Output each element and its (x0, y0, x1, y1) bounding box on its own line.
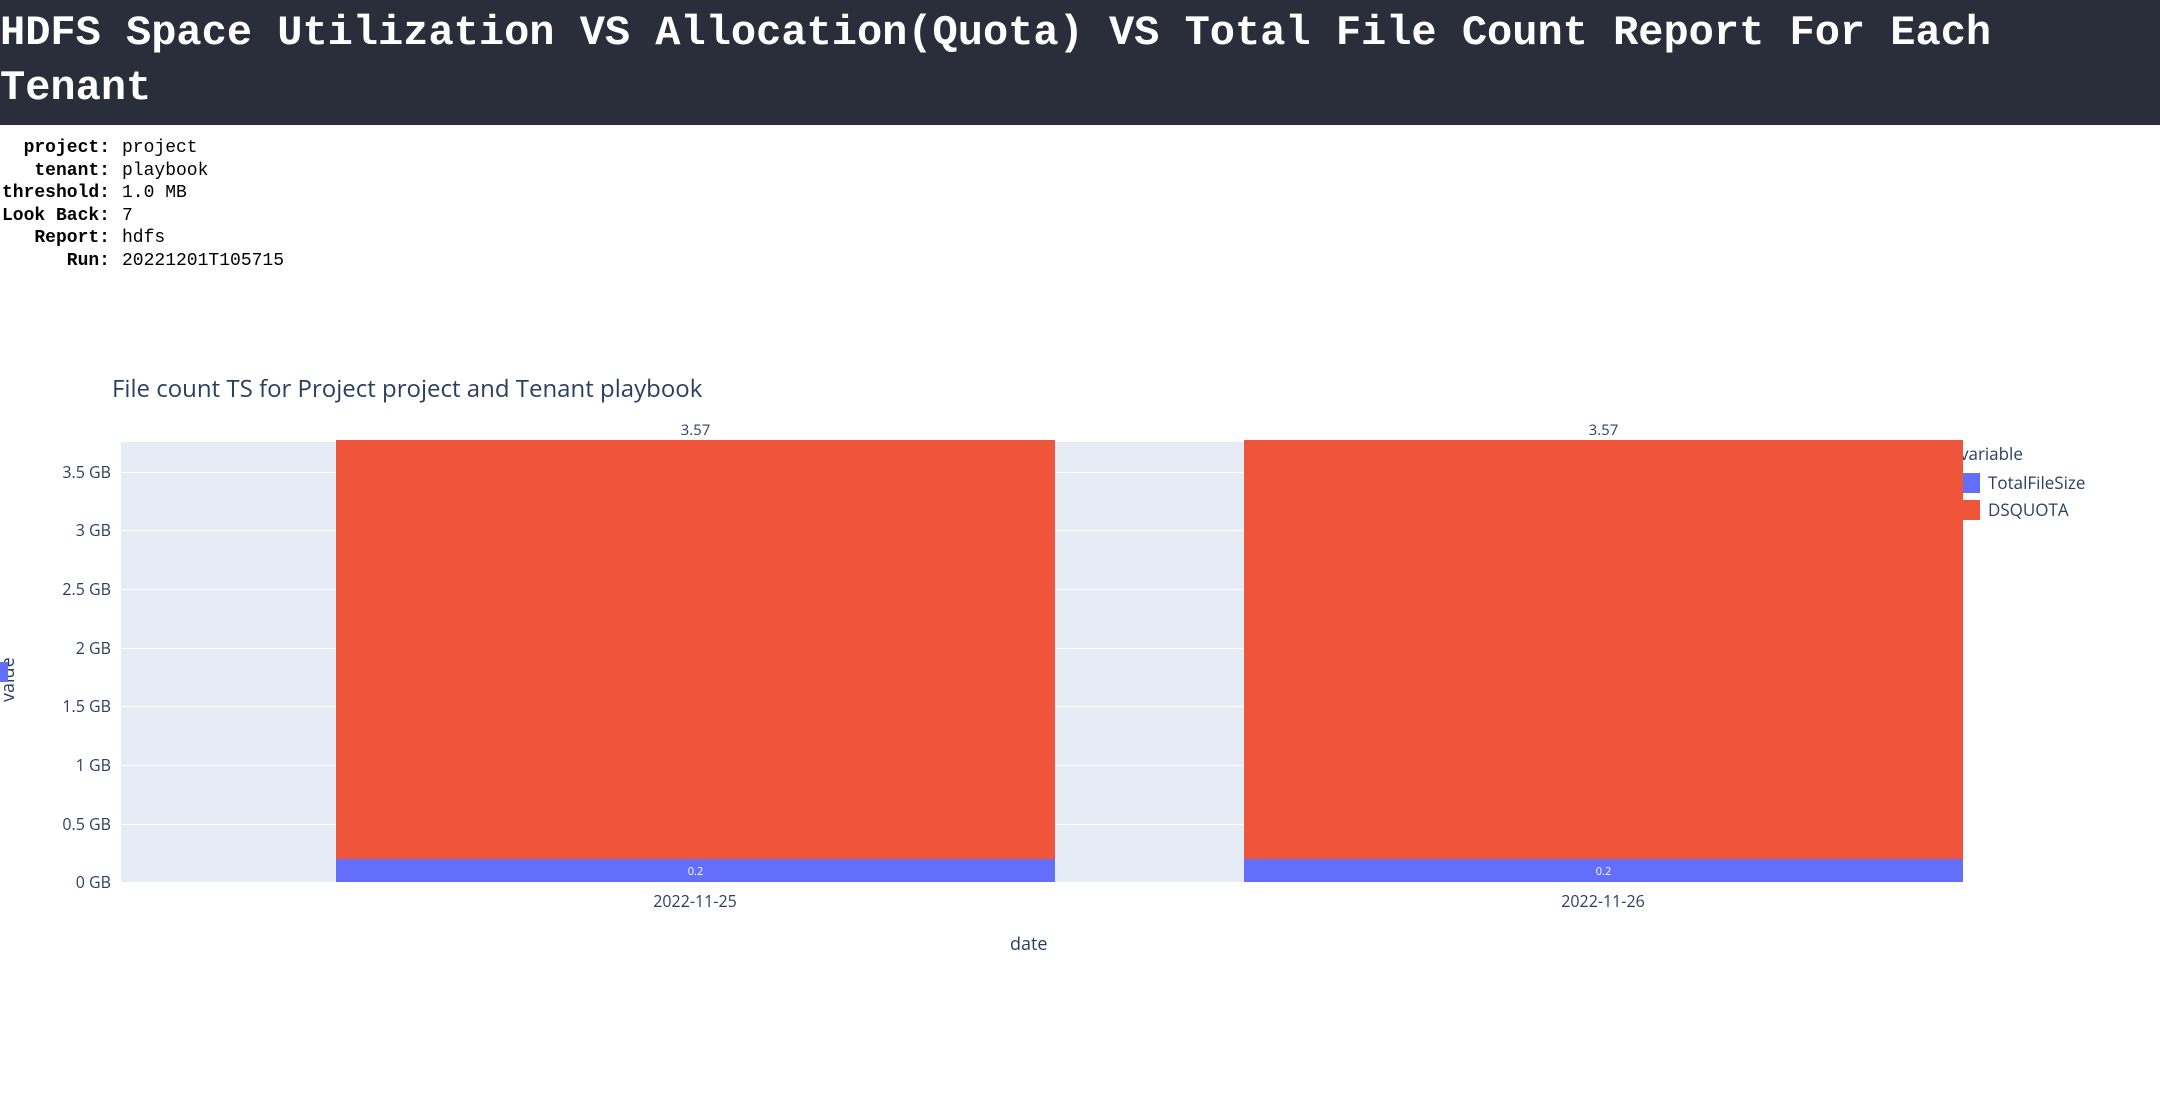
y-tick-label: 0 GB (41, 871, 111, 893)
bar-value-label: 0.2 (688, 864, 703, 879)
gridline (121, 882, 1936, 883)
y-tick-label: 3.5 GB (41, 461, 111, 483)
bar-value-label: 0.2 (1596, 864, 1611, 879)
x-tick-label: 2022-11-25 (653, 890, 736, 912)
meta-key: threshold: (0, 182, 116, 205)
meta-row: Report:hdfs (0, 227, 2160, 250)
bar-DSQUOTA[interactable] (1244, 440, 1963, 859)
legend-swatch (1960, 473, 1980, 493)
legend-label: TotalFileSize (1988, 471, 2085, 494)
side-marker (0, 662, 8, 682)
x-axis-label: date (1010, 932, 1048, 956)
legend-label: DSQUOTA (1988, 498, 2069, 521)
bar-DSQUOTA[interactable] (336, 440, 1055, 859)
meta-key: tenant: (0, 160, 116, 183)
meta-key: project: (0, 137, 116, 160)
legend-item-DSQUOTA[interactable]: DSQUOTA (1960, 498, 2085, 521)
legend[interactable]: variable TotalFileSize DSQUOTA (1960, 442, 2085, 525)
legend-swatch (1960, 500, 1980, 520)
meta-key: Look Back: (0, 205, 116, 228)
legend-item-TotalFileSize[interactable]: TotalFileSize (1960, 471, 2085, 494)
y-tick-label: 3 GB (41, 519, 111, 541)
y-tick-label: 2.5 GB (41, 578, 111, 600)
meta-value: playbook (116, 160, 208, 183)
legend-title: variable (1960, 442, 2085, 465)
meta-value: hdfs (116, 227, 165, 250)
y-tick-label: 2 GB (41, 637, 111, 659)
meta-value: 7 (116, 205, 133, 228)
y-tick-label: 1 GB (41, 754, 111, 776)
meta-row: Run:20221201T105715 (0, 250, 2160, 273)
meta-row: tenant:playbook (0, 160, 2160, 183)
chart-title: File count TS for Project project and Te… (112, 372, 702, 405)
bar-value-label: 3.57 (681, 420, 711, 440)
bar-value-label: 3.57 (1589, 420, 1619, 440)
meta-row: project:project (0, 137, 2160, 160)
meta-value: 1.0 MB (116, 182, 187, 205)
meta-key: Run: (0, 250, 116, 273)
meta-value: 20221201T105715 (116, 250, 284, 273)
chart-container: File count TS for Project project and Te… (0, 372, 2160, 1012)
meta-block: project:projecttenant:playbookthreshold:… (0, 125, 2160, 272)
x-tick-label: 2022-11-26 (1561, 890, 1644, 912)
meta-row: Look Back:7 (0, 205, 2160, 228)
y-tick-label: 1.5 GB (41, 695, 111, 717)
report-header: HDFS Space Utilization VS Allocation(Quo… (0, 0, 2160, 125)
meta-row: threshold:1.0 MB (0, 182, 2160, 205)
y-tick-label: 0.5 GB (41, 813, 111, 835)
meta-key: Report: (0, 227, 116, 250)
meta-value: project (116, 137, 198, 160)
